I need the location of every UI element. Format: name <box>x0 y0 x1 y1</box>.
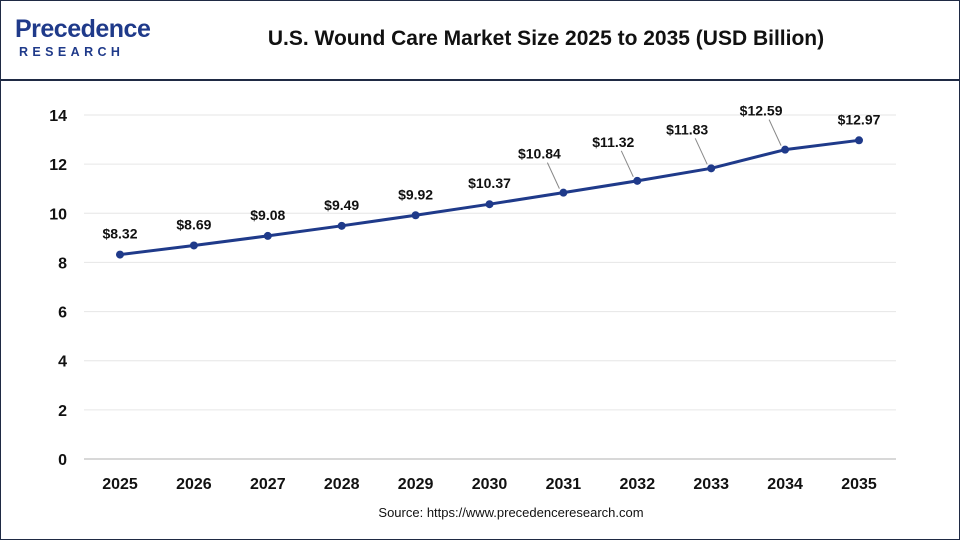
leader-line <box>620 150 634 178</box>
y-tick-label: 0 <box>58 452 67 469</box>
data-point <box>189 241 198 250</box>
data-point <box>855 136 863 145</box>
y-axis: 0 2 4 6 8 10 12 14 <box>49 108 67 469</box>
data-point <box>263 231 272 240</box>
x-tick-label: 2026 <box>176 476 212 493</box>
y-tick-label: 8 <box>58 255 67 272</box>
y-tick-label: 10 <box>49 206 67 223</box>
chart-title: U.S. Wound Care Market Size 2025 to 2035… <box>267 27 825 50</box>
leader-line <box>546 162 560 189</box>
header: Precedence RESEARCH U.S. Wound Care Mark… <box>1 1 959 81</box>
data-point <box>707 164 716 173</box>
data-label: $9.92 <box>398 186 433 202</box>
data-label: $8.32 <box>102 226 137 242</box>
y-tick-label: 2 <box>58 403 67 420</box>
data-point <box>485 200 494 209</box>
data-labels: $8.32 $8.69 $9.08 $9.49 $9.92 $10.37 $10.84 $11… <box>102 103 880 242</box>
x-tick-label: 2028 <box>324 476 360 493</box>
data-label: $10.84 <box>518 146 561 162</box>
data-label: $8.69 <box>176 216 211 232</box>
data-point <box>781 145 790 154</box>
data-label: $11.83 <box>666 121 708 137</box>
data-point <box>411 211 420 220</box>
data-label: $9.49 <box>324 197 359 213</box>
y-tick-label: 4 <box>58 354 67 371</box>
logo-wordmark: Precedence <box>15 15 151 43</box>
data-label: $11.32 <box>592 134 634 150</box>
data-label: $10.37 <box>468 175 511 191</box>
x-tick-label: 2027 <box>250 476 286 493</box>
data-label: $12.59 <box>740 103 783 119</box>
data-point <box>337 221 346 230</box>
gridlines <box>84 114 896 411</box>
x-tick-label: 2025 <box>102 476 138 493</box>
x-tick-label: 2031 <box>546 476 582 493</box>
y-tick-label: 12 <box>49 157 67 174</box>
data-label: $12.97 <box>838 111 881 127</box>
data-point <box>559 188 568 197</box>
data-label: $9.08 <box>250 207 285 223</box>
y-tick-label: 6 <box>58 305 67 322</box>
series-line <box>119 138 860 257</box>
x-tick-label: 2033 <box>693 476 729 493</box>
logo-subtitle: RESEARCH <box>19 45 125 59</box>
x-tick-label: 2032 <box>620 476 656 493</box>
y-tick-label: 14 <box>49 108 67 125</box>
leader-line <box>694 138 708 165</box>
x-tick-label: 2030 <box>472 476 508 493</box>
x-tick-label: 2035 <box>841 476 877 493</box>
x-tick-label: 2029 <box>398 476 434 493</box>
series-line-group <box>116 136 863 259</box>
source-note: Source: https://www.precedenceresearch.c… <box>378 505 644 520</box>
x-axis: 2025 2026 2027 2028 2029 2030 2031 2032 2033 2034… <box>84 458 896 493</box>
leader-line <box>768 119 782 146</box>
data-point <box>116 250 124 259</box>
data-point <box>633 176 642 185</box>
x-tick-label: 2034 <box>767 476 803 493</box>
precedence-research-logo: Precedence RESEARCH <box>15 15 165 65</box>
